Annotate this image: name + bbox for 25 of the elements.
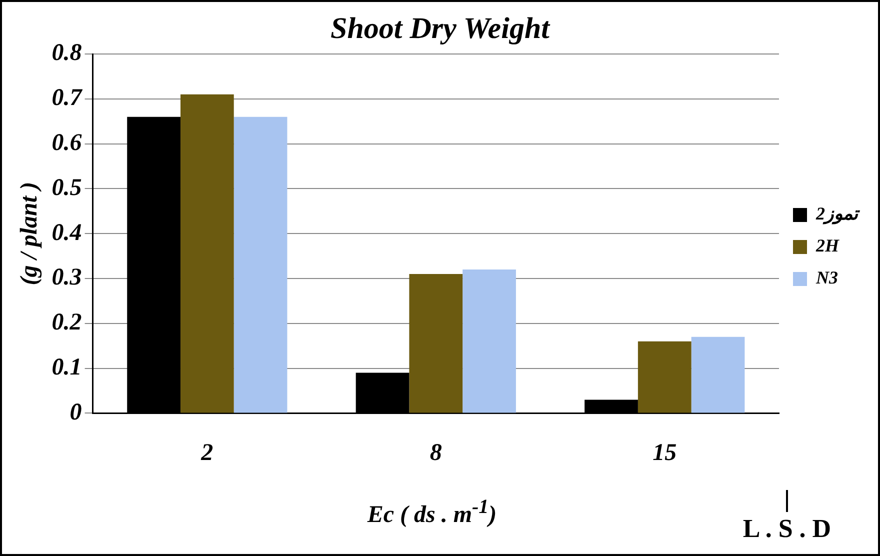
- bar: [180, 94, 234, 413]
- legend-label: تموز2: [815, 204, 861, 225]
- x-tick-label: 15: [652, 440, 677, 466]
- y-tick-label: 0.5: [52, 174, 82, 201]
- bar: [691, 336, 745, 413]
- bar: [638, 341, 692, 413]
- bar: [409, 274, 463, 413]
- bar: [462, 270, 516, 413]
- text: L . S . D: [742, 514, 832, 543]
- bar: [234, 116, 288, 413]
- y-tick-label: 0.3: [52, 264, 82, 291]
- y-tick-label: 0: [70, 399, 82, 426]
- y-tick-label: 0.1: [52, 354, 82, 381]
- chart-title: Shoot Dry Weight: [330, 12, 552, 45]
- y-tick-label: 0.7: [52, 85, 83, 112]
- x-tick-label: 2: [200, 440, 214, 466]
- x-axis-title: Ec ( ds . m$^{-1}$): [366, 496, 498, 529]
- y-axis-title: (g / plant ): [16, 182, 43, 286]
- y-tick-label: 0.6: [52, 130, 82, 156]
- y-tick-label: 0.4: [52, 220, 82, 246]
- legend-label: N3: [815, 268, 838, 288]
- legend-label: 2H: [815, 236, 840, 256]
- y-tick-label: 0.2: [52, 310, 82, 336]
- y-tick-label: 0.8: [52, 40, 82, 66]
- x-tick-label: 8: [430, 440, 442, 466]
